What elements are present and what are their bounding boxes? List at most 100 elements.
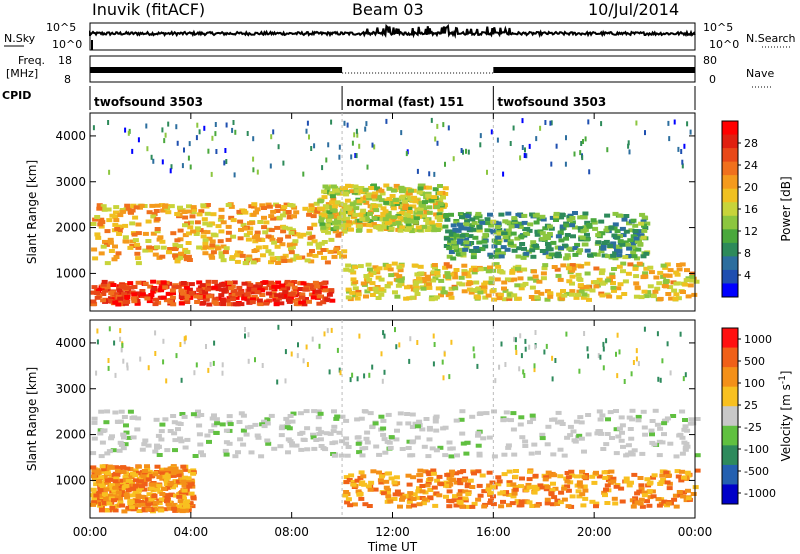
heatmap-speck (252, 136, 255, 142)
heatmap-speck (165, 378, 168, 384)
colorbar-tick-label: 12 (744, 225, 758, 238)
heatmap-cell (464, 226, 471, 231)
heatmap-cell (95, 479, 102, 484)
heatmap-cell (452, 494, 458, 499)
heatmap-speck (247, 358, 250, 364)
heatmap-speck (221, 370, 224, 376)
heatmap-cell (255, 237, 262, 242)
heatmap-cell (228, 286, 235, 291)
heatmap-cell (288, 247, 294, 252)
heatmap-cell (225, 230, 232, 235)
heatmap-cell (321, 195, 328, 200)
heatmap-speck (684, 372, 687, 378)
heatmap-cell (623, 214, 630, 218)
heatmap-cell (580, 503, 587, 508)
heatmap-cell (154, 245, 160, 250)
heatmap-cell (275, 261, 282, 265)
heatmap-cell (555, 251, 562, 256)
heatmap-cell (470, 251, 477, 256)
heatmap-cell (355, 292, 362, 297)
heatmap-cell (661, 432, 667, 437)
heatmap-cell (130, 435, 137, 440)
heatmap-cell (245, 257, 252, 262)
heatmap-cell (426, 195, 433, 200)
heatmap-cell (170, 302, 177, 307)
heatmap-cell (341, 249, 348, 254)
heatmap-cell (139, 484, 145, 489)
colorbar-swatch (722, 328, 738, 349)
heatmap-cell (404, 412, 411, 416)
heatmap-cell (176, 494, 183, 499)
heatmap-speck (272, 129, 275, 135)
heatmap-cell (302, 299, 309, 304)
heatmap-cell (388, 273, 395, 278)
heatmap-cell (610, 281, 616, 285)
heatmap-cell (146, 299, 153, 304)
heatmap-cell (109, 213, 116, 218)
heatmap-cell (104, 229, 111, 234)
heatmap-speck (356, 376, 359, 382)
heatmap-cell (145, 443, 152, 448)
heatmap-speck (175, 124, 178, 130)
heatmap-cell (602, 475, 609, 480)
heatmap-speck (277, 144, 280, 150)
heatmap-cell (118, 443, 125, 447)
heatmap-cell (462, 489, 469, 494)
heatmap-cell (453, 233, 460, 238)
heatmap-speck (343, 120, 346, 126)
heatmap-cell (363, 274, 370, 278)
heatmap-cell (124, 289, 131, 294)
heatmap-cell (660, 477, 667, 482)
heatmap-cell (633, 294, 640, 299)
heatmap-cell (612, 251, 619, 256)
power-cells (90, 117, 700, 307)
heatmap-cell (382, 217, 389, 222)
heatmap-cell (642, 432, 649, 437)
heatmap-cell (410, 497, 417, 501)
heatmap-speck (444, 161, 446, 167)
heatmap-cell (379, 217, 386, 222)
heatmap-cell (631, 448, 638, 453)
heatmap-cell (519, 435, 526, 440)
heatmap-cell (346, 206, 353, 211)
heatmap-cell (170, 291, 176, 295)
heatmap-cell (235, 450, 241, 455)
heatmap-cell (435, 286, 442, 291)
heatmap-cell (190, 210, 197, 215)
heatmap-cell (569, 263, 576, 268)
heatmap-cell (302, 206, 309, 211)
heatmap-cell (577, 264, 584, 269)
heatmap-cell (327, 431, 334, 436)
heatmap-cell (691, 292, 698, 297)
heatmap-speck (207, 148, 210, 154)
heatmap-speck (602, 365, 605, 371)
heatmap-speck (383, 369, 386, 375)
heatmap-cell (226, 302, 233, 307)
heatmap-cell (220, 244, 227, 249)
heatmap-cell (620, 444, 626, 449)
heatmap-speck (161, 159, 164, 165)
heatmap-cell (569, 268, 576, 273)
heatmap-cell (545, 470, 552, 475)
heatmap-cell (413, 288, 420, 293)
heatmap-speck (181, 163, 184, 169)
colorbar-tick-label: 24 (744, 159, 758, 172)
heatmap-cell (545, 244, 552, 249)
heatmap-cell (376, 470, 382, 475)
heatmap-cell (311, 446, 318, 451)
freq-label: Freq. (18, 54, 45, 67)
heatmap-cell (629, 241, 636, 246)
heatmap-cell (640, 235, 647, 240)
heatmap-cell (394, 428, 400, 433)
heatmap-cell (531, 269, 537, 274)
heatmap-cell (398, 492, 405, 497)
heatmap-cell (201, 286, 208, 291)
heatmap-speck (233, 172, 236, 178)
heatmap-cell (649, 419, 656, 423)
heatmap-cell (295, 292, 302, 297)
heatmap-cell (385, 488, 391, 493)
heatmap-cell (440, 195, 446, 200)
heatmap-cell (413, 216, 420, 221)
heatmap-cell (414, 272, 421, 277)
heatmap-cell (567, 424, 574, 429)
